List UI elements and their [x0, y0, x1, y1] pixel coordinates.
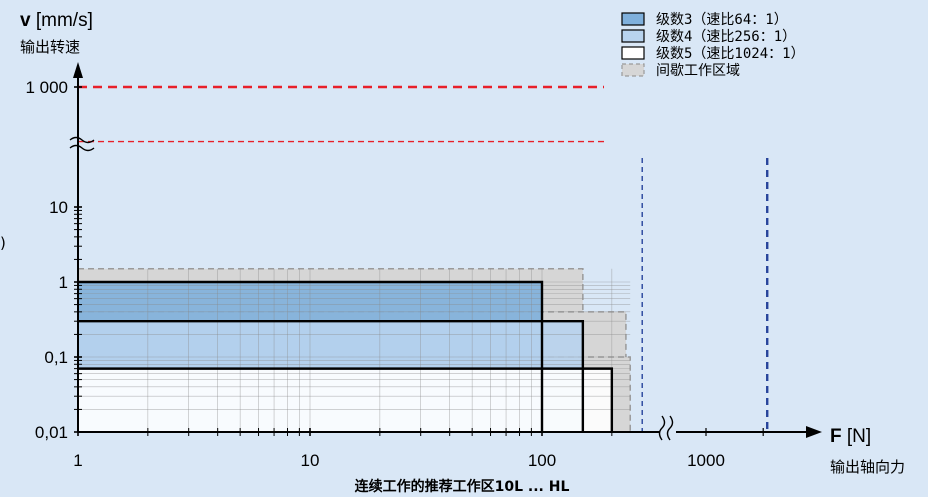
y-axis-break-mark — [69, 136, 95, 152]
continuous-region-outline-2 — [78, 320, 585, 432]
continuous-region-outline-3 — [78, 367, 614, 432]
y-tick-label-4: 0,1 — [44, 348, 68, 367]
side-mark: ) — [0, 234, 6, 252]
legend-label-2: 级数4（速比256：1） — [656, 29, 796, 45]
y-axis-symbol: v — [20, 10, 31, 31]
x-axis-label: 输出轴向力 — [830, 458, 905, 476]
legend-swatch-3 — [621, 46, 645, 60]
y-tick-label-1: 1 000 — [25, 78, 68, 97]
reference-lines — [78, 85, 769, 432]
axes — [69, 62, 822, 441]
x-tick-label-3: 100 — [528, 451, 556, 470]
x-tick-label-1: 1 — [73, 451, 82, 470]
chart-footer: 连续工作的推荐工作区10L ... HL — [355, 478, 570, 495]
x-axis-unit: [N] — [847, 426, 871, 447]
y-tick-label-2: 10 — [49, 198, 68, 217]
y-tick-label-3: 1 — [59, 273, 68, 292]
x-axis-arrow — [806, 426, 822, 438]
legend-label-4: 间歇工作区域 — [656, 63, 740, 79]
legend-swatch-2 — [621, 29, 645, 43]
y-axis-arrow — [73, 62, 83, 78]
y-axis-unit: [mm/s] — [36, 10, 93, 31]
x-tick-label-2: 10 — [301, 451, 320, 470]
x-axis-break-mark — [658, 415, 674, 441]
x-axis-title: F [N] — [830, 426, 871, 447]
x-axis-symbol: F — [830, 426, 842, 447]
legend-label-3: 级数5（速比1024：1） — [656, 46, 805, 62]
tick-labels: 1 000 10 1 0,1 0,01 1 10 100 1000 — [25, 78, 724, 470]
legend: 级数3（速比64：1）级数4（速比256：1）级数5（速比1024：1）间歇工作… — [621, 12, 805, 79]
y-tick-label-5: 0,01 — [35, 423, 68, 442]
y-axis-title: v [mm/s] — [20, 10, 93, 31]
x-tick-label-4: 1000 — [687, 451, 725, 470]
legend-swatch-4 — [621, 63, 645, 77]
legend-label-1: 级数3（速比64：1） — [656, 12, 788, 28]
legend-swatch-1 — [621, 12, 645, 26]
continuous-region-3 — [78, 368, 612, 432]
continuous-region-outline-1 — [78, 280, 544, 432]
y-axis-label: 输出转速 — [20, 38, 80, 56]
region-outlines — [78, 280, 614, 432]
